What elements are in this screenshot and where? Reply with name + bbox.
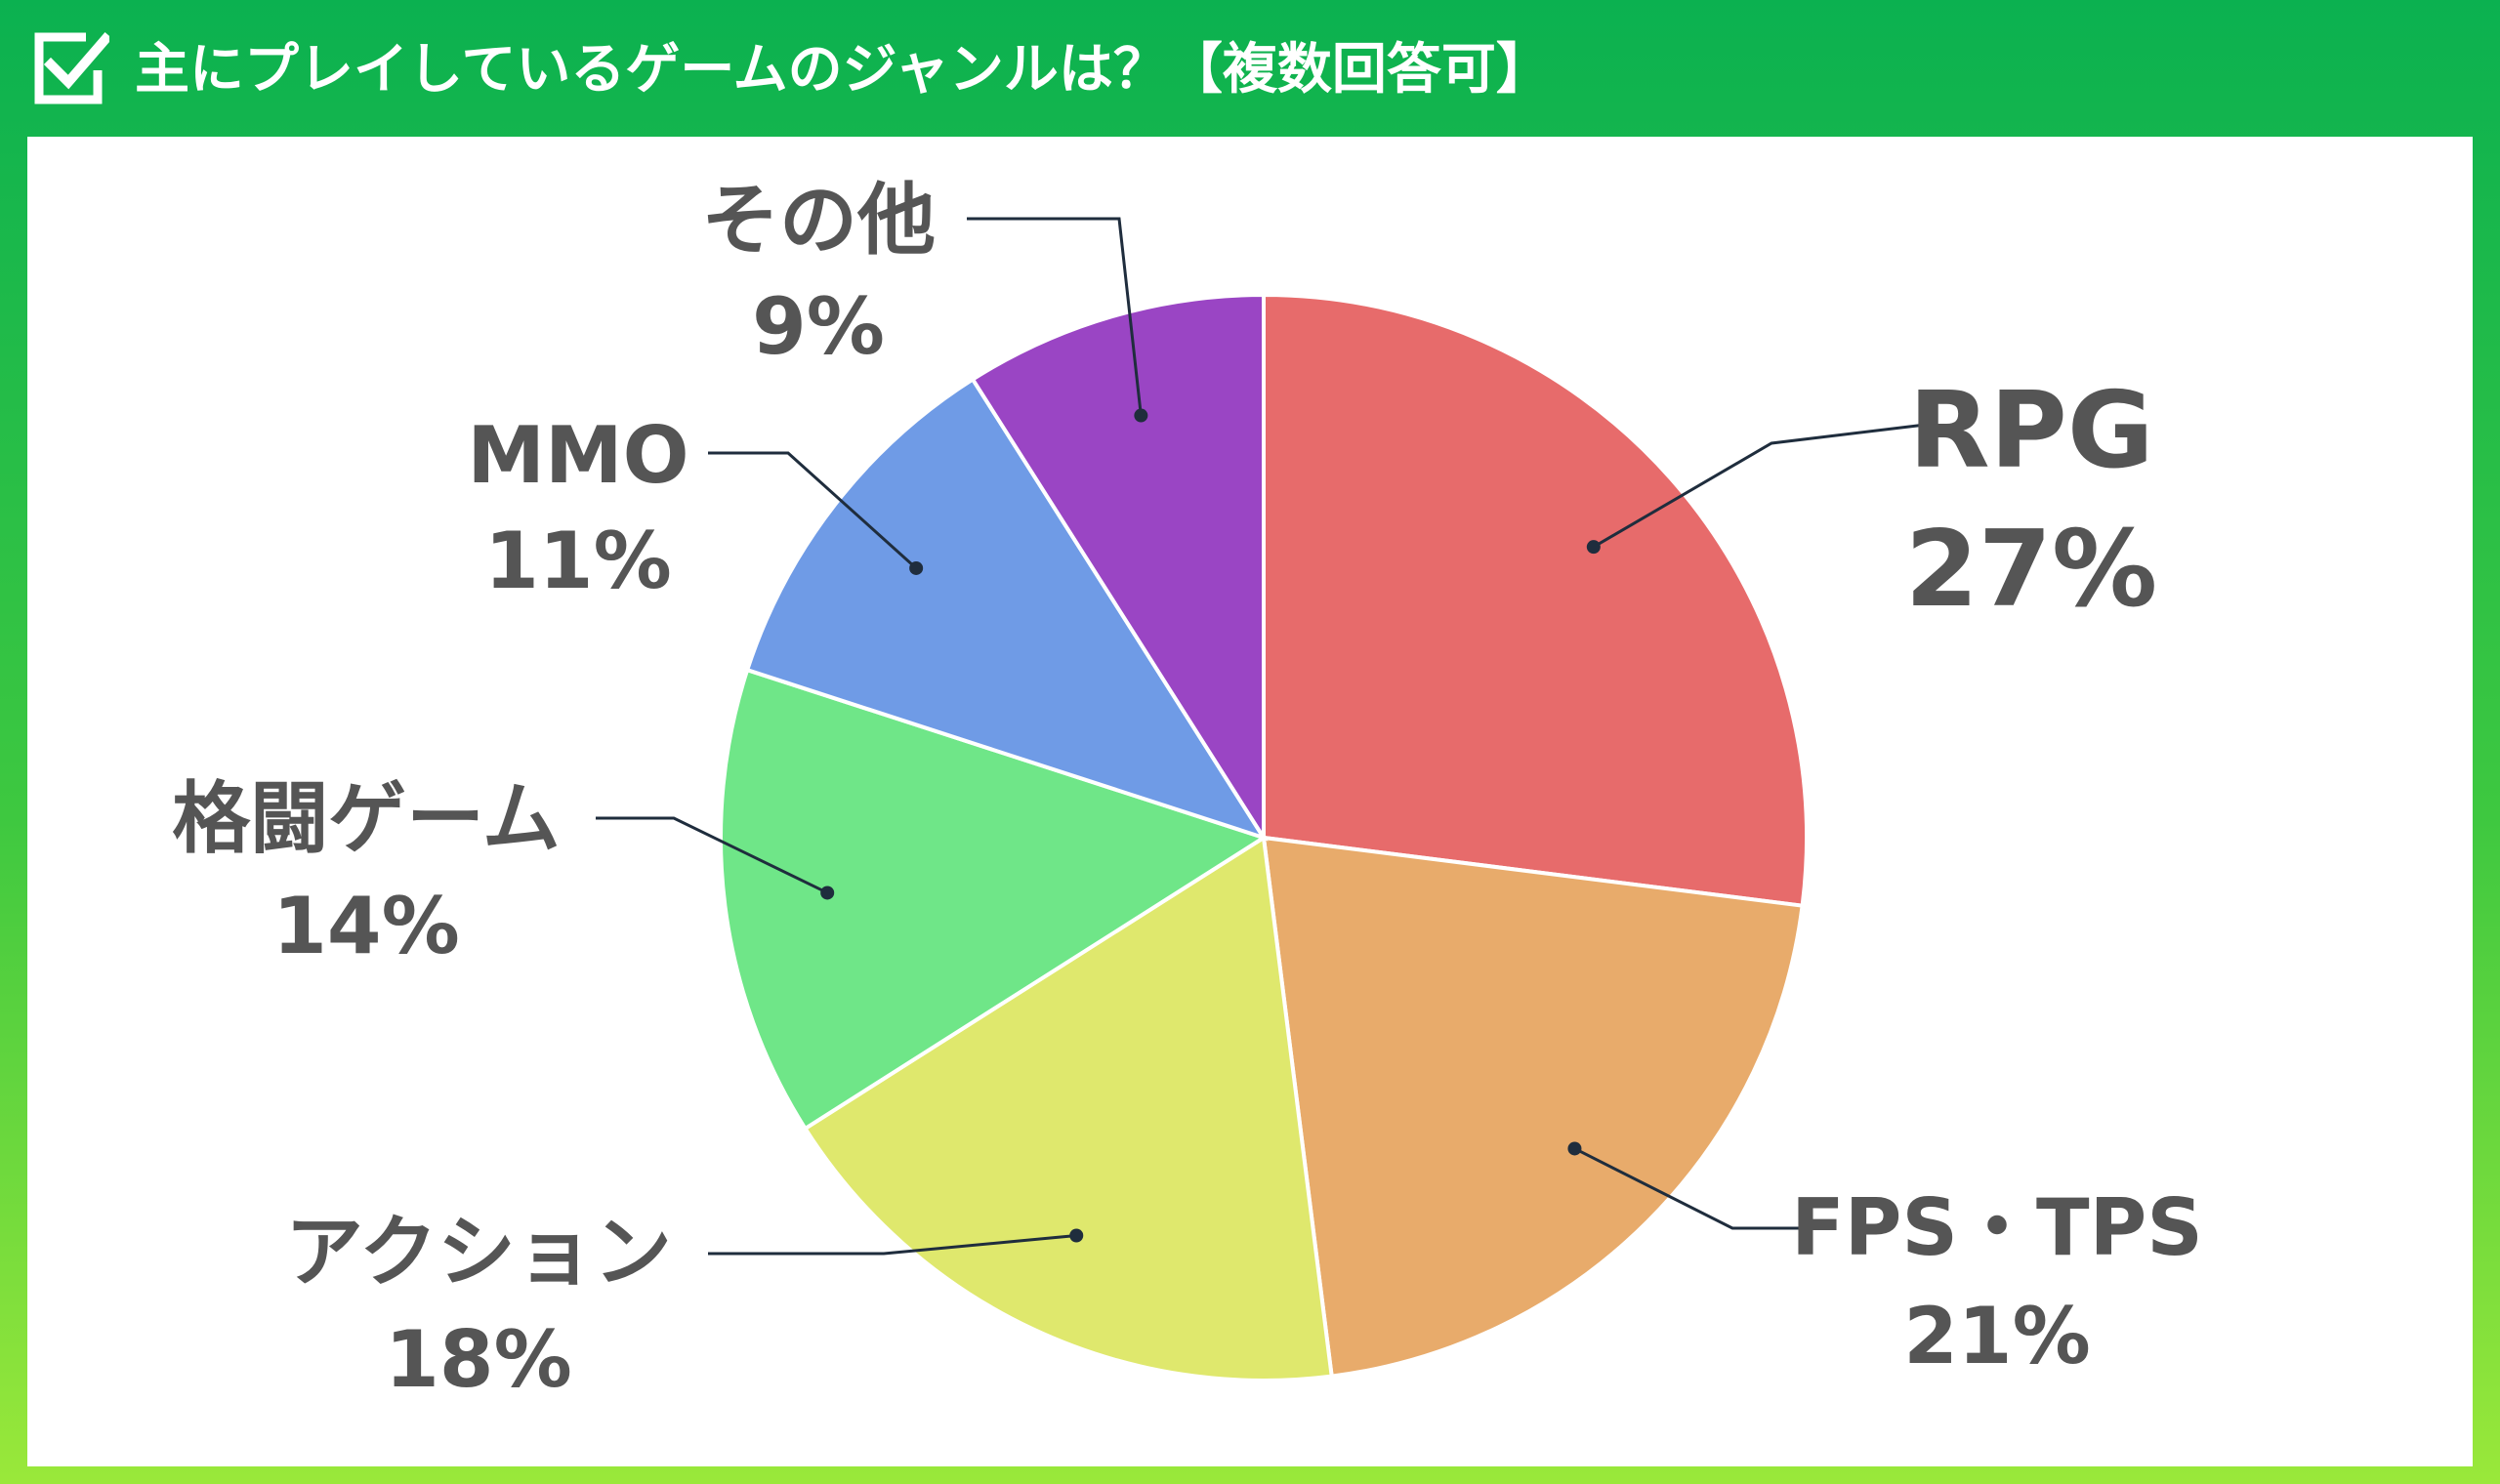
leader-line-action <box>708 1234 1077 1256</box>
slice-label-value-fighting: 14% <box>272 881 459 971</box>
slice-label-value-mmo: 11% <box>484 515 671 606</box>
leader-dot-rpg <box>1586 540 1601 555</box>
leader-line-other <box>967 217 1143 416</box>
leader-dot-fps-tps <box>1567 1141 1582 1156</box>
leader-dot-other <box>1134 408 1148 423</box>
slice-label-name-action: アクション <box>285 1207 672 1298</box>
leader-dot-mmo <box>909 560 924 575</box>
slice-label-value-action: 18% <box>385 1314 571 1405</box>
slice-label-value-fps-tps: 21% <box>1903 1291 2090 1381</box>
slice-label-name-rpg: RPG <box>1909 370 2154 492</box>
pie-slice-other <box>970 292 1266 845</box>
leader-dot-action <box>1069 1228 1084 1243</box>
leader-line-mmo <box>708 451 918 570</box>
slice-label-name-mmo: MMO <box>467 410 688 501</box>
pie-slice-fps-tps <box>1261 835 1805 1379</box>
leader-lines <box>596 217 1935 1256</box>
pie-slice-mmo <box>744 376 1269 842</box>
pie-slice-rpg <box>1262 292 1809 908</box>
slice-label-value-other: 9% <box>752 281 885 372</box>
leader-dot-fighting <box>820 886 835 900</box>
pie-slice-action <box>802 834 1334 1382</box>
checkbox-checked-icon <box>34 31 109 104</box>
slice-label-name-fighting: 格闘ゲーム <box>172 773 561 864</box>
leader-line-fps-tps <box>1573 1147 1812 1230</box>
header-bar: 主にプレイしているゲームのジャンルは？【複数回答可】 <box>0 0 2500 137</box>
slice-label-name-other: その他 <box>701 175 936 266</box>
slice-label-name-fps-tps: FPS・TPS <box>1791 1182 2203 1273</box>
leader-line-rpg <box>1593 422 1935 549</box>
chart-title: 主にプレイしているゲームのジャンルは？【複数回答可】 <box>135 38 1551 102</box>
pie-slice-fighting <box>719 667 1269 1132</box>
slice-label-value-rpg: 27% <box>1905 509 2158 631</box>
leader-line-fighting <box>596 816 828 894</box>
pie-slices <box>719 292 1809 1382</box>
